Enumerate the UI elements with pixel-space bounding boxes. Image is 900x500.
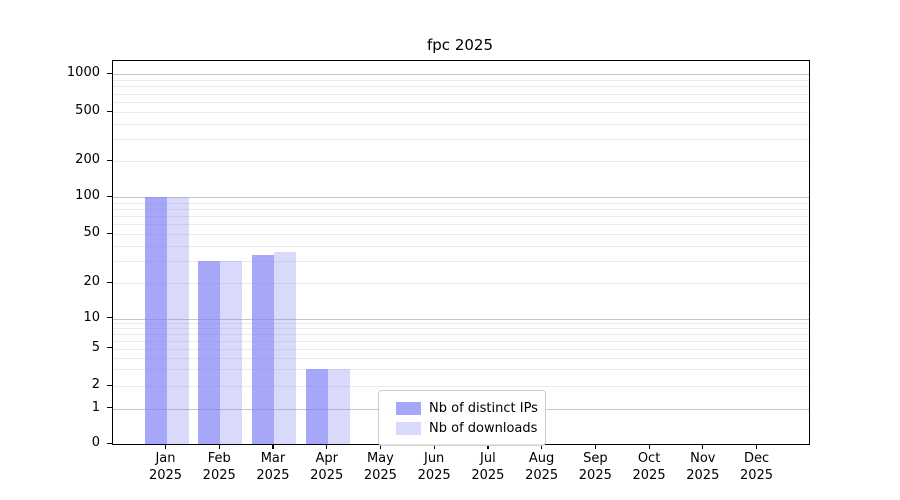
x-tick-mark [379,444,382,449]
minor-gridline [113,224,809,226]
bar-downloads-feb [220,261,243,444]
major-gridline [113,74,809,75]
bar-downloads-jan [166,197,189,444]
y-tick-mark [107,281,112,283]
x-tick-label: Feb 2025 [202,451,236,483]
y-tick-mark [107,347,112,349]
x-tick-label: Apr 2025 [310,451,344,483]
x-tick-mark [165,444,167,449]
minor-gridline [113,112,809,113]
y-tick-label: 20 [83,274,100,289]
y-tick-label: 500 [75,103,100,118]
minor-gridline [113,208,809,210]
x-tick-label: Nov 2025 [686,451,720,483]
y-tick-label: 5 [91,339,100,355]
y-tick-mark [107,110,112,112]
minor-gridline [113,323,809,325]
minor-gridline [113,86,809,88]
minor-gridline [113,348,809,350]
plot-area [112,60,810,445]
minor-gridline [113,161,809,162]
minor-gridline [113,386,809,387]
bar-distinct-ips-jan [144,197,167,444]
legend: Nb of distinct IPs Nb of downloads [378,390,546,446]
minor-gridline [113,202,809,204]
minor-gridline [113,369,809,371]
x-tick-label: Oct 2025 [632,451,666,483]
x-tick-label: Jun 2025 [417,451,451,483]
y-tick-label: 10 [83,309,100,325]
x-tick-mark [272,444,274,449]
legend-item-distinct-ips: Nb of distinct IPs [396,398,545,418]
legend-swatch-distinct-ips [396,401,421,415]
minor-gridline [113,328,809,330]
chart-title: fpc 2025 [427,36,493,54]
y-tick-mark [107,442,112,444]
x-tick-mark [594,444,597,449]
y-tick-mark [107,232,112,234]
x-tick-label: Sep 2025 [578,451,612,483]
y-tick-label: 0 [91,435,100,450]
x-tick-mark [648,444,650,449]
x-tick-mark [326,444,328,449]
y-tick-label: 1 [91,399,100,415]
minor-gridline [113,234,809,235]
x-tick-mark [433,444,435,449]
x-tick-label: Mar 2025 [256,451,290,483]
minor-gridline [113,245,809,247]
bar-distinct-ips-feb [198,261,221,444]
minor-gridline [113,102,809,103]
minor-gridline [113,216,809,218]
y-tick-mark [107,407,112,409]
x-tick-label: Aug 2025 [525,451,559,483]
minor-gridline [113,139,809,141]
x-tick-label: May 2025 [363,451,397,483]
bar-distinct-ips-mar [251,254,274,444]
y-tick-mark [107,384,112,386]
legend-item-downloads: Nb of downloads [396,418,545,438]
minor-gridline [113,123,809,125]
minor-gridline [113,340,809,342]
y-tick-label: 100 [75,188,100,203]
x-tick-label: Jul 2025 [471,451,505,483]
bar-distinct-ips-apr [305,369,328,444]
y-tick-mark [107,317,112,319]
y-tick-label: 50 [83,225,100,240]
y-tick-label: 1000 [66,65,100,80]
minor-gridline [113,93,809,95]
major-gridline [113,197,809,198]
y-tick-label: 200 [75,152,100,167]
y-tick-label: 2 [91,377,100,392]
x-tick-mark [218,444,220,449]
x-tick-mark [541,444,543,449]
bar-downloads-apr [327,369,350,444]
legend-label-downloads: Nb of downloads [429,420,538,436]
x-tick-label: Dec 2025 [739,451,774,483]
legend-label-distinct-ips: Nb of distinct IPs [429,400,538,416]
bar-downloads-mar [273,251,296,444]
legend-swatch-downloads [396,421,421,435]
y-tick-mark [107,159,112,161]
x-tick-label: Jan 2025 [148,451,183,483]
minor-gridline [113,283,809,284]
minor-gridline [113,79,809,81]
x-tick-mark [702,444,704,449]
x-tick-mark [487,444,489,449]
y-tick-mark [107,72,112,74]
y-tick-mark [107,195,112,197]
x-tick-mark [756,444,758,449]
minor-gridline [113,333,809,335]
major-gridline [113,318,809,320]
minor-gridline [113,357,809,359]
minor-gridline [113,261,809,263]
